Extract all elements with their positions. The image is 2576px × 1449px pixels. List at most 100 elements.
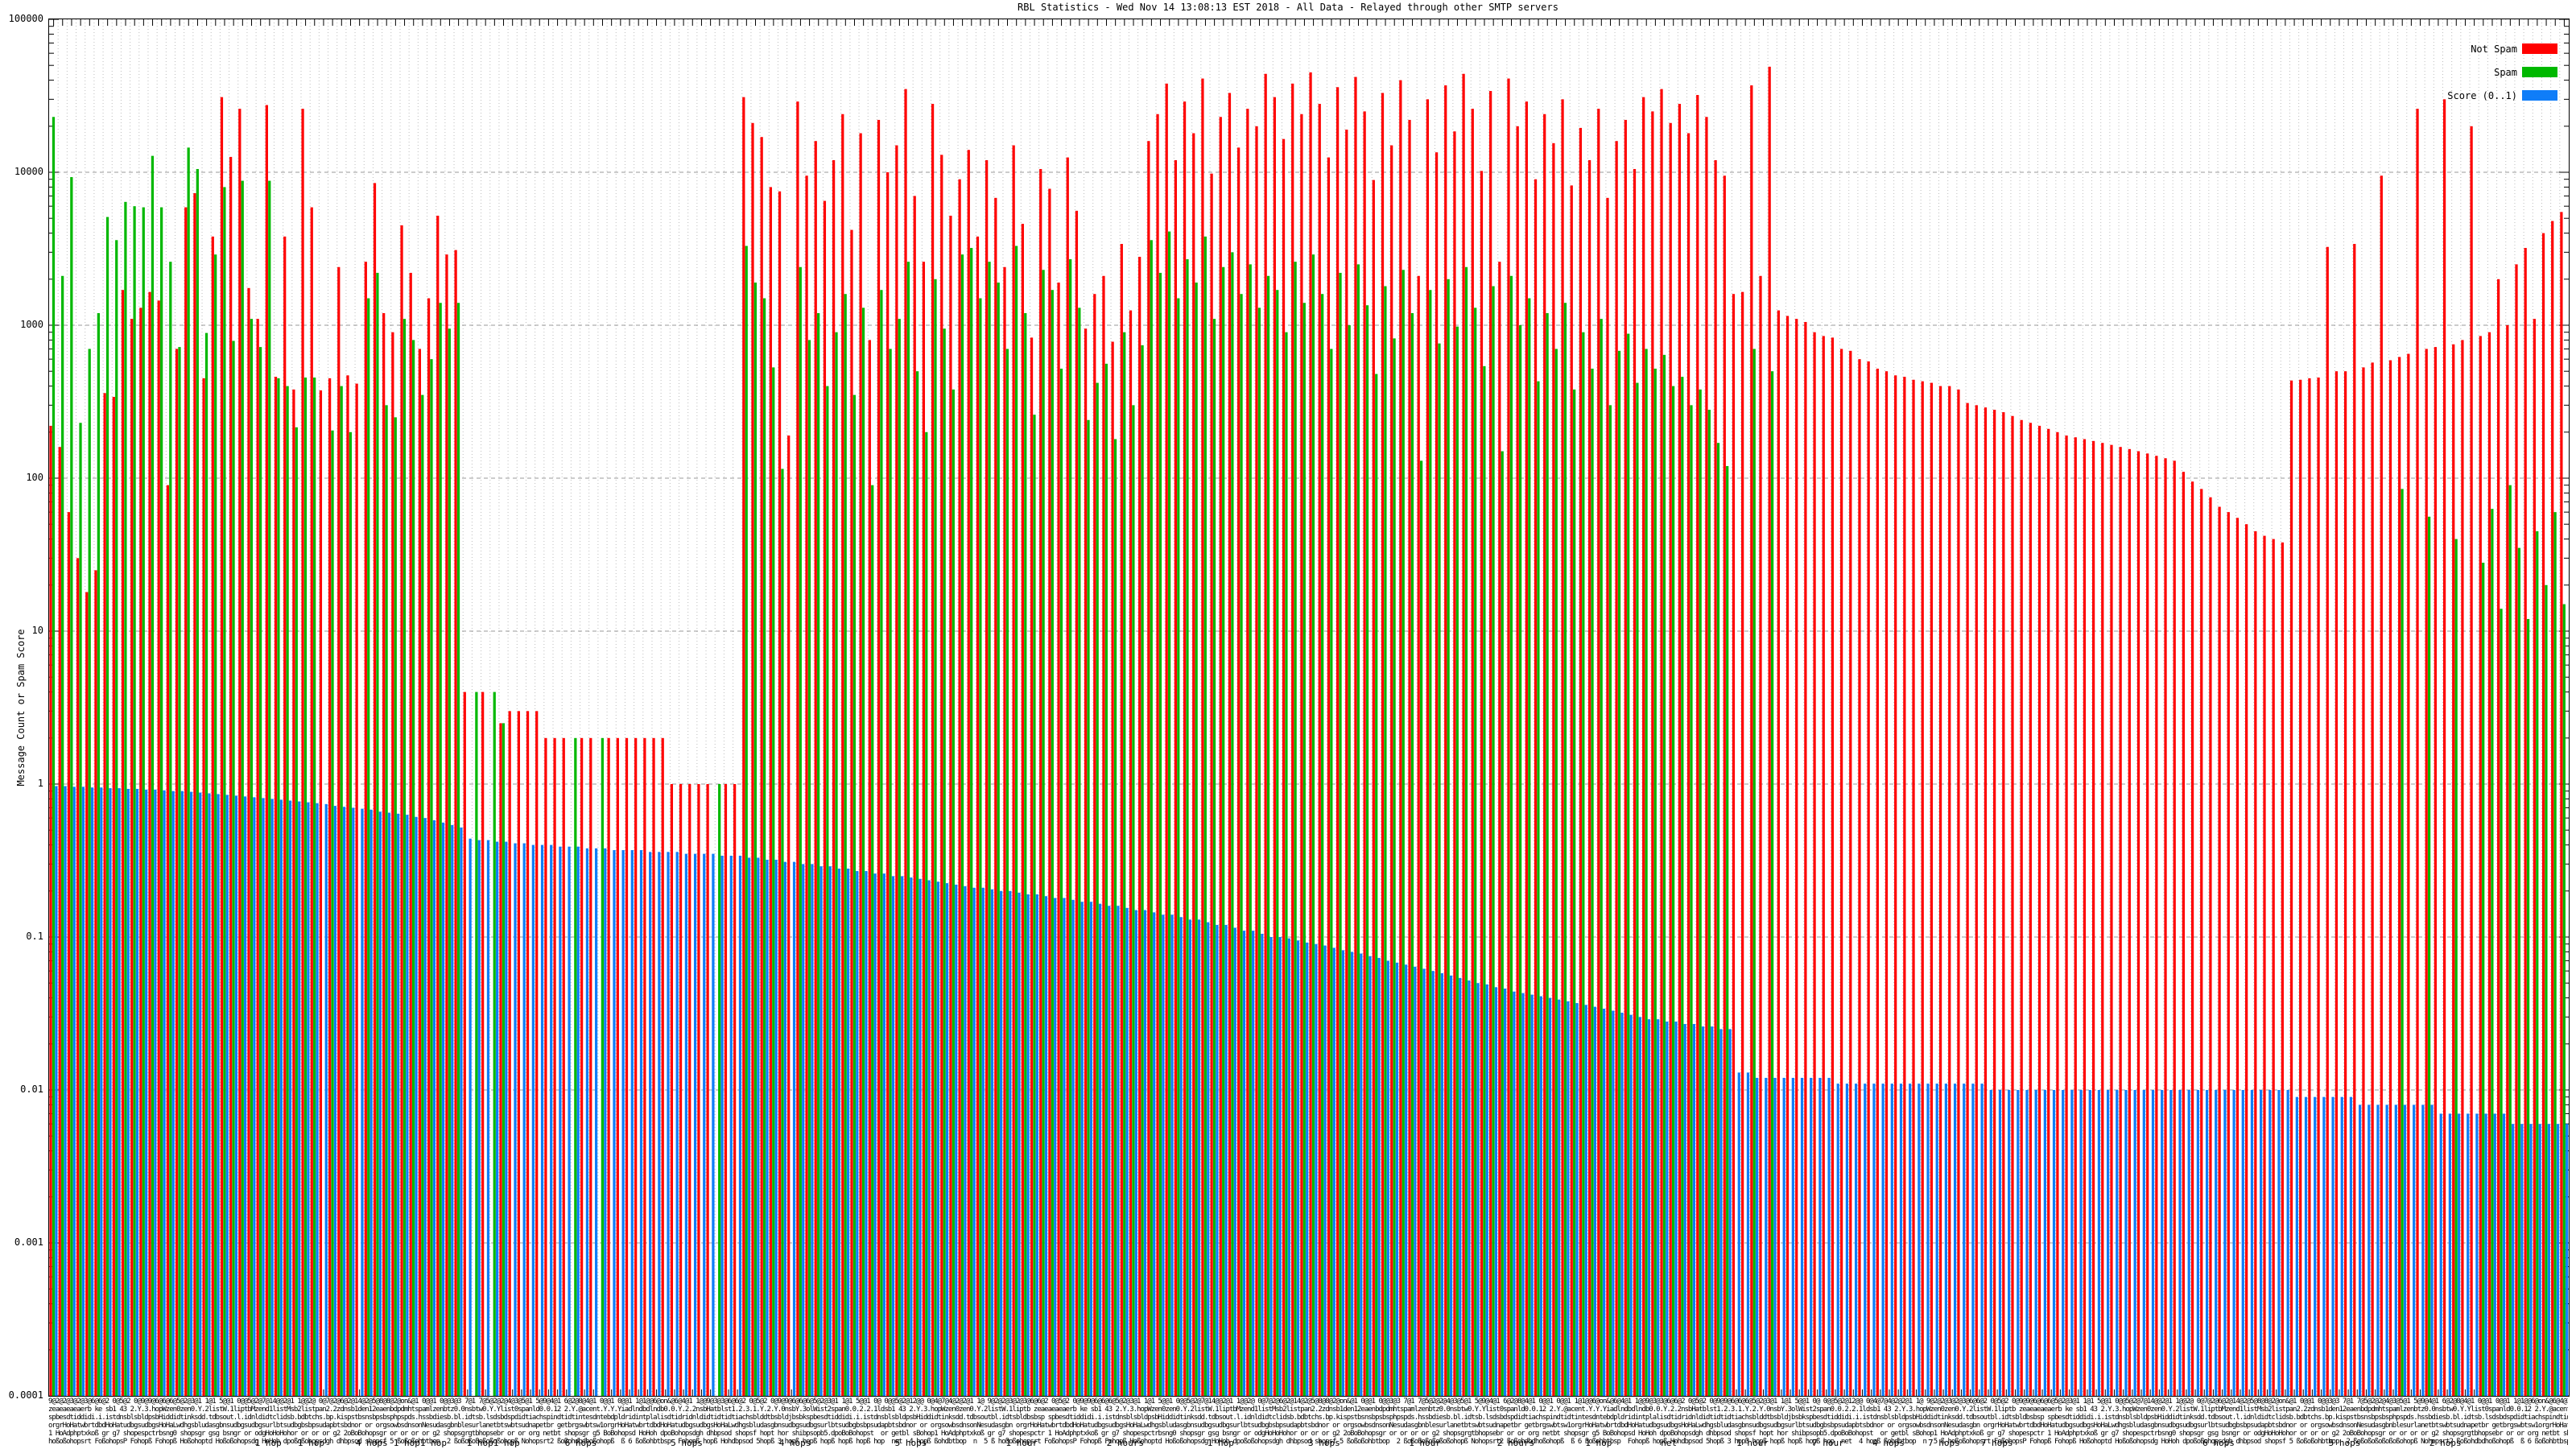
bar-score xyxy=(2277,1090,2281,1396)
bar-not-spam xyxy=(2029,423,2032,1396)
bar-not-spam xyxy=(976,236,980,1396)
bar-score xyxy=(1242,931,1246,1396)
bar-not-spam xyxy=(1282,138,1286,1396)
bar-not-spam xyxy=(2425,349,2428,1396)
bar-score xyxy=(846,869,850,1396)
bar-score xyxy=(1756,1077,1759,1396)
bar-score xyxy=(1269,937,1273,1396)
bar-not-spam xyxy=(913,196,916,1396)
bar-not-spam xyxy=(94,570,97,1396)
bar-spam xyxy=(1662,354,1666,1396)
y-tick-label: 100 xyxy=(26,472,43,483)
bar-spam xyxy=(1483,365,1486,1396)
bar-score xyxy=(1332,947,1335,1396)
bar-not-spam xyxy=(1003,266,1006,1396)
bar-spam xyxy=(1573,389,1576,1396)
bar-not-spam xyxy=(2299,379,2302,1396)
bar-not-spam xyxy=(2209,497,2212,1396)
bar-score xyxy=(2538,1124,2541,1396)
bar-not-spam xyxy=(2065,436,2068,1396)
bar-not-spam xyxy=(1597,109,1600,1396)
bar-spam xyxy=(1186,259,1189,1396)
bar-score xyxy=(2178,1090,2182,1396)
bar-score xyxy=(2529,1124,2533,1396)
bar-not-spam xyxy=(1093,294,1096,1396)
bar-spam xyxy=(313,377,316,1396)
bar-not-spam xyxy=(787,436,791,1396)
bar-spam xyxy=(1528,298,1531,1396)
bar-score xyxy=(1224,924,1228,1396)
bar-spam xyxy=(142,207,145,1396)
x-hop-label: 3 hops xyxy=(1308,1438,1340,1448)
bar-score xyxy=(1252,931,1255,1396)
bar-not-spam xyxy=(562,737,565,1396)
bar-not-spam xyxy=(1966,402,1969,1396)
bar-spam xyxy=(1671,386,1675,1396)
bar-score xyxy=(477,840,481,1396)
bar-not-spam xyxy=(1192,133,1195,1396)
bar-score xyxy=(1575,1003,1579,1396)
bar-not-spam xyxy=(904,89,907,1396)
bar-not-spam xyxy=(2091,440,2095,1396)
bar-not-spam xyxy=(661,737,664,1396)
bar-not-spam xyxy=(850,229,853,1396)
bar-spam xyxy=(402,319,407,1396)
bar-spam xyxy=(1600,319,1603,1396)
bar-spam xyxy=(1195,283,1198,1396)
bar-score xyxy=(1657,1019,1660,1396)
bar-score xyxy=(621,850,625,1396)
bar-score xyxy=(2439,1113,2442,1396)
bar-not-spam xyxy=(148,291,151,1396)
bar-not-spam xyxy=(1335,87,1340,1396)
bar-not-spam xyxy=(2317,377,2320,1396)
bar-score xyxy=(1963,1084,1966,1396)
bar-not-spam xyxy=(157,300,160,1396)
bar-score xyxy=(1035,894,1038,1396)
bar-spam xyxy=(70,176,73,1396)
bar-spam xyxy=(204,332,208,1396)
bar-not-spam xyxy=(2371,362,2374,1396)
bar-not-spam xyxy=(436,215,440,1396)
bar-score xyxy=(774,860,778,1396)
bar-not-spam xyxy=(1633,168,1637,1396)
x-hop-label: 2 hops xyxy=(2429,1438,2462,1448)
bar-spam xyxy=(871,485,874,1396)
bar-score xyxy=(361,808,364,1396)
bar-score xyxy=(2413,1104,2416,1396)
bar-not-spam xyxy=(1615,141,1618,1396)
bar-spam xyxy=(1033,415,1036,1396)
bar-not-spam xyxy=(1048,188,1051,1396)
bar-not-spam xyxy=(1381,93,1385,1396)
bar-not-spam xyxy=(1345,130,1348,1396)
bar-not-spam xyxy=(508,711,511,1396)
bar-score xyxy=(1422,968,1426,1396)
bar-not-spam xyxy=(1678,104,1682,1396)
legend-row-not-spam: Not Spam xyxy=(2353,43,2562,55)
bar-not-spam xyxy=(1408,119,1411,1396)
bar-score xyxy=(919,878,922,1396)
bar-not-spam xyxy=(2101,443,2104,1396)
bar-spam xyxy=(979,298,982,1396)
bar-score xyxy=(2079,1090,2083,1396)
bar-not-spam xyxy=(688,784,691,1396)
bar-spam xyxy=(844,294,847,1396)
bar-spam xyxy=(394,417,397,1396)
bar-not-spam xyxy=(2533,319,2536,1396)
bar-spam xyxy=(1203,236,1207,1396)
x-hop-label: 4 hops xyxy=(1872,1438,1905,1448)
bar-not-spam xyxy=(418,349,422,1396)
bar-not-spam xyxy=(1489,91,1492,1396)
bar-not-spam xyxy=(265,105,268,1396)
bar-score xyxy=(2062,1090,2065,1396)
bar-spam xyxy=(952,389,955,1396)
bar-score xyxy=(1728,1029,1732,1396)
bar-spam xyxy=(934,279,937,1396)
bar-score xyxy=(469,838,472,1396)
x-hop-label: 6 hops xyxy=(2202,1438,2235,1448)
bar-score xyxy=(540,844,544,1396)
bar-score xyxy=(505,841,508,1396)
bar-score xyxy=(684,853,688,1396)
bar-not-spam xyxy=(1390,145,1393,1396)
bar-spam xyxy=(925,431,928,1396)
bar-not-spam xyxy=(256,319,259,1396)
